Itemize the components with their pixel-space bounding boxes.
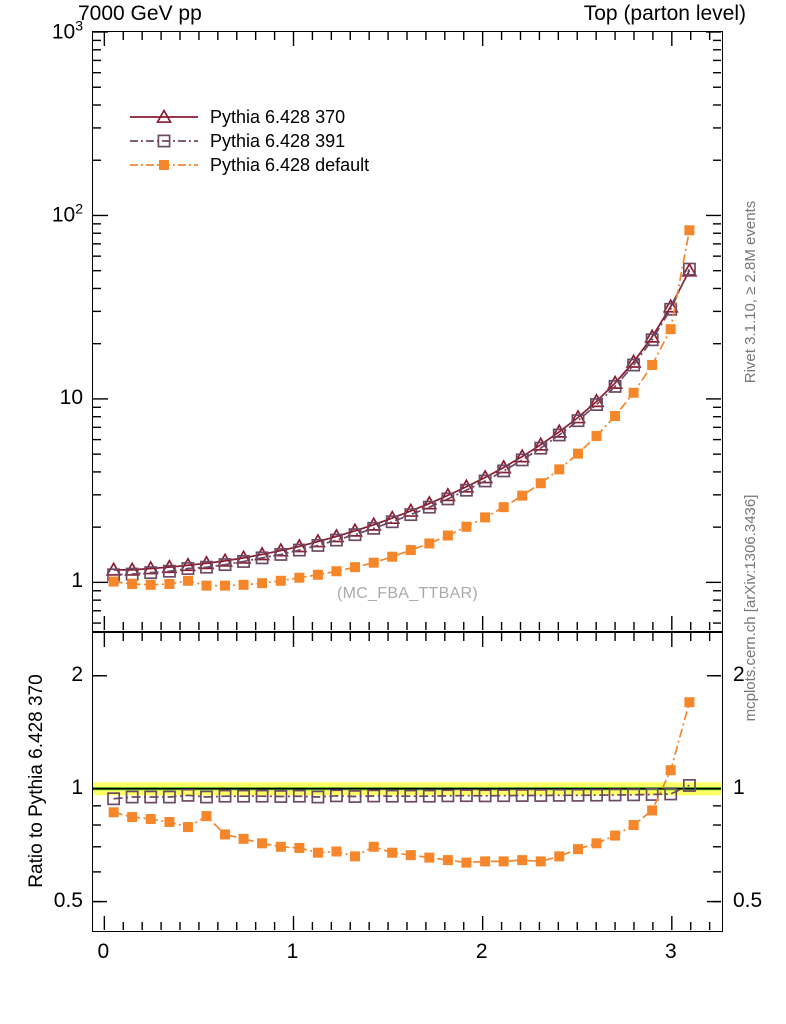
xtick-label-3: 3: [664, 940, 677, 963]
ratio-plot-area: [93, 633, 722, 931]
legend-label-series2: Pythia 6.428 391: [210, 130, 346, 151]
legend-entry-0: Pythia 6.428 370: [128, 105, 369, 129]
legend-key-series2: [130, 134, 198, 148]
header-left-label: 7000 GeV pp: [78, 2, 202, 25]
main-ytick-label-2: 10: [59, 385, 83, 409]
ratio-plot-panel: [92, 632, 723, 932]
side-label-mcplots: mcplots.cern.ch [arXiv:1306.3436]: [742, 494, 759, 722]
ratio-ytick-label-left-0: 0.5: [53, 888, 83, 912]
ratio-ytick-label-left-1: 1: [71, 775, 83, 799]
side-label-rivet: Rivet 3.1.10, ≥ 2.8M events: [742, 200, 759, 384]
ratio-ytick-label-right-0: 0.5: [733, 888, 763, 912]
legend-entry-1: Pythia 6.428 391: [128, 129, 369, 153]
ratio-ytick-label-left-2: 2: [71, 662, 83, 686]
ratio-ytick-label-right-1: 1: [733, 775, 745, 799]
legend-key-series1: [130, 108, 198, 123]
main-plot-svg: [93, 32, 721, 630]
legend-label-series1: Pythia 6.428 370: [210, 106, 346, 127]
ratio-plot-svg: [93, 633, 721, 930]
header-right-label: Top (parton level): [583, 2, 746, 25]
xtick-label-0: 0: [97, 940, 110, 963]
main-ytick-label-0: 103: [51, 17, 83, 44]
legend-label-series3: Pythia 6.428 default: [210, 154, 370, 175]
main-ytick-label-1: 102: [51, 200, 83, 227]
main-plot-area: [93, 32, 722, 631]
main-ytick-label-3: 1: [71, 569, 83, 593]
xtick-label-1: 1: [286, 940, 299, 963]
xtick-label-2: 2: [475, 940, 488, 963]
legend: Pythia 6.428 370 Pythia 6.428 391 Pythia…: [128, 105, 369, 177]
analysis-watermark: (MC_FBA_TTBAR): [336, 585, 479, 602]
legend-key-series3: [130, 160, 198, 170]
main-plot-panel: [92, 31, 723, 632]
legend-entry-2: Pythia 6.428 default: [128, 153, 369, 177]
ratio-axis-title: Ratio to Pythia 6.428 370: [26, 673, 47, 888]
ratio-ytick-label-right-2: 2: [733, 662, 745, 686]
